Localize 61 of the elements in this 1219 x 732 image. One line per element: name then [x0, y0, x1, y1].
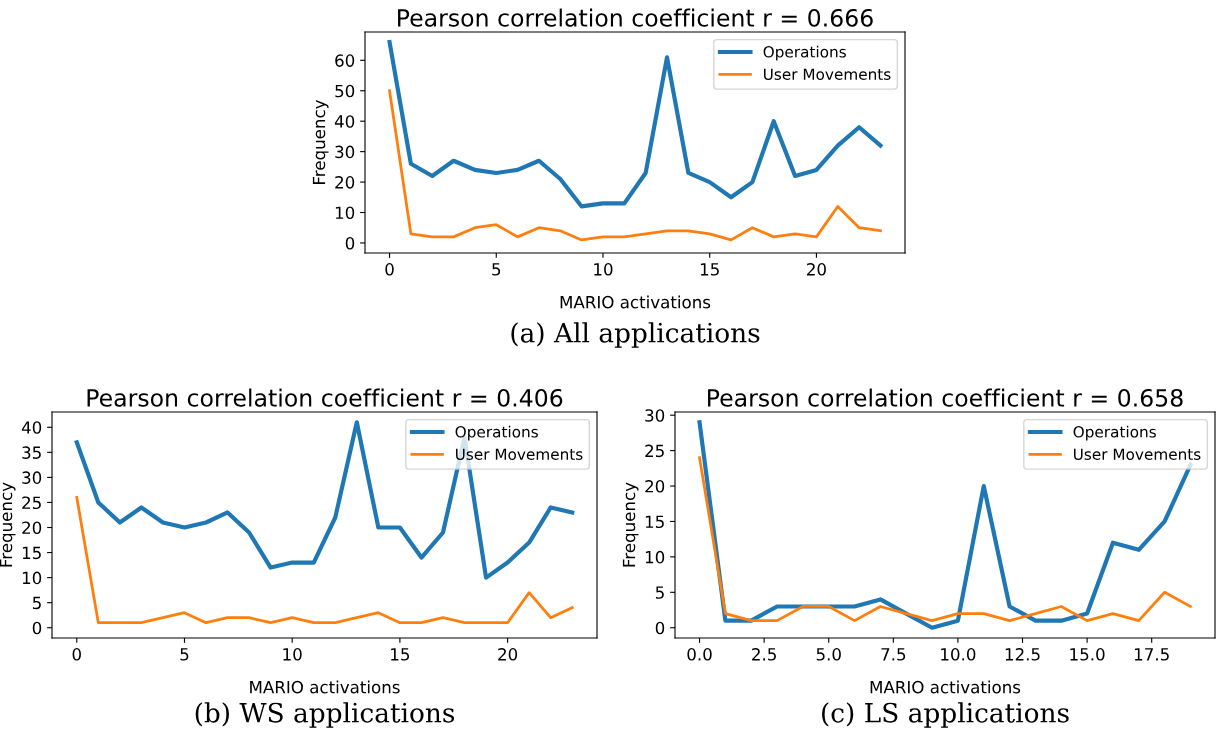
y-tick-label: 35 [22, 446, 41, 459]
x-tick-label: 15.0 [1070, 648, 1105, 661]
y-tick-label: 20 [335, 176, 355, 189]
y-tick-label: 5 [32, 596, 41, 610]
x-tick-label: 0.0 [687, 648, 712, 661]
text: (c) LS applications [822, 702, 1069, 728]
x-tick-label: 7.5 [881, 648, 906, 661]
x-tick-label: 20 [498, 648, 518, 661]
legend-label: Operations [1073, 425, 1156, 441]
y-tick-label: 15 [645, 515, 664, 529]
line-series [388, 89, 882, 242]
y-tick-label: 25 [22, 496, 41, 510]
y-tick-label: 10 [645, 550, 665, 564]
x-tick-label: 20 [807, 263, 826, 276]
chart-title: Pearson correlation coefficient r = 0.658 [708, 388, 1183, 407]
y-tick-label: 15 [22, 546, 41, 560]
x-tick-label: 10.0 [941, 648, 976, 661]
x-tick-label: 17.5 [1134, 648, 1169, 661]
y-tick-label: 20 [22, 521, 42, 535]
y-tick-label: 5 [655, 586, 664, 599]
y-tick-label: 20 [645, 480, 665, 493]
y-tick-label: 30 [335, 145, 355, 159]
chart-title: Pearson correlation coefficient r = 0.406 [87, 388, 563, 407]
x-axis-title: MARIO activations [560, 295, 711, 309]
x-tick-label: 15 [391, 648, 410, 661]
legend-label: User Movements [1074, 448, 1201, 460]
line-series [75, 496, 574, 625]
y-tick-label: 60 [335, 54, 355, 67]
y-tick-label: 50 [335, 84, 355, 98]
x-tick-label: 15 [700, 263, 719, 276]
y-tick-label: 0 [655, 621, 665, 635]
y-tick-label: 40 [21, 421, 42, 434]
y-axis-title: Frequency [0, 482, 16, 567]
y-tick-label: 25 [645, 444, 664, 458]
x-tick-label: 0 [385, 263, 394, 276]
x-tick-label: 10 [594, 263, 613, 276]
chart-title: Pearson correlation coefficient r = 0.666 [398, 8, 873, 27]
y-tick-label: 30 [645, 409, 665, 422]
x-axis-title: MARIO activations [870, 680, 1021, 694]
text: (b) WS applications [195, 702, 455, 728]
y-tick-label: 0 [32, 621, 42, 635]
legend-label: User Movements [764, 68, 891, 80]
x-tick-label: 10 [283, 648, 302, 661]
y-tick-label: 0 [345, 236, 355, 250]
y-tick-label: 40 [334, 115, 355, 128]
x-tick-label: 5 [492, 263, 501, 276]
text: (a) All applications [511, 322, 760, 348]
x-tick-label: 5.0 [816, 648, 841, 661]
x-tick-label: 0 [72, 648, 81, 661]
x-tick-label: 12.5 [1005, 648, 1040, 661]
y-tick-label: 10 [335, 206, 355, 220]
x-axis-title: MARIO activations [250, 680, 400, 694]
y-axis-title: Frequency [312, 99, 329, 184]
x-tick-label: 2.5 [752, 648, 776, 661]
y-tick-label: 30 [22, 471, 42, 484]
y-tick-label: 10 [22, 571, 42, 585]
x-tick-label: 5 [180, 648, 189, 661]
legend-label: Operations [455, 425, 538, 441]
legend-label: User Movements [456, 448, 583, 460]
legend-label: Operations [763, 45, 846, 61]
y-axis-title: Frequency [622, 482, 639, 567]
